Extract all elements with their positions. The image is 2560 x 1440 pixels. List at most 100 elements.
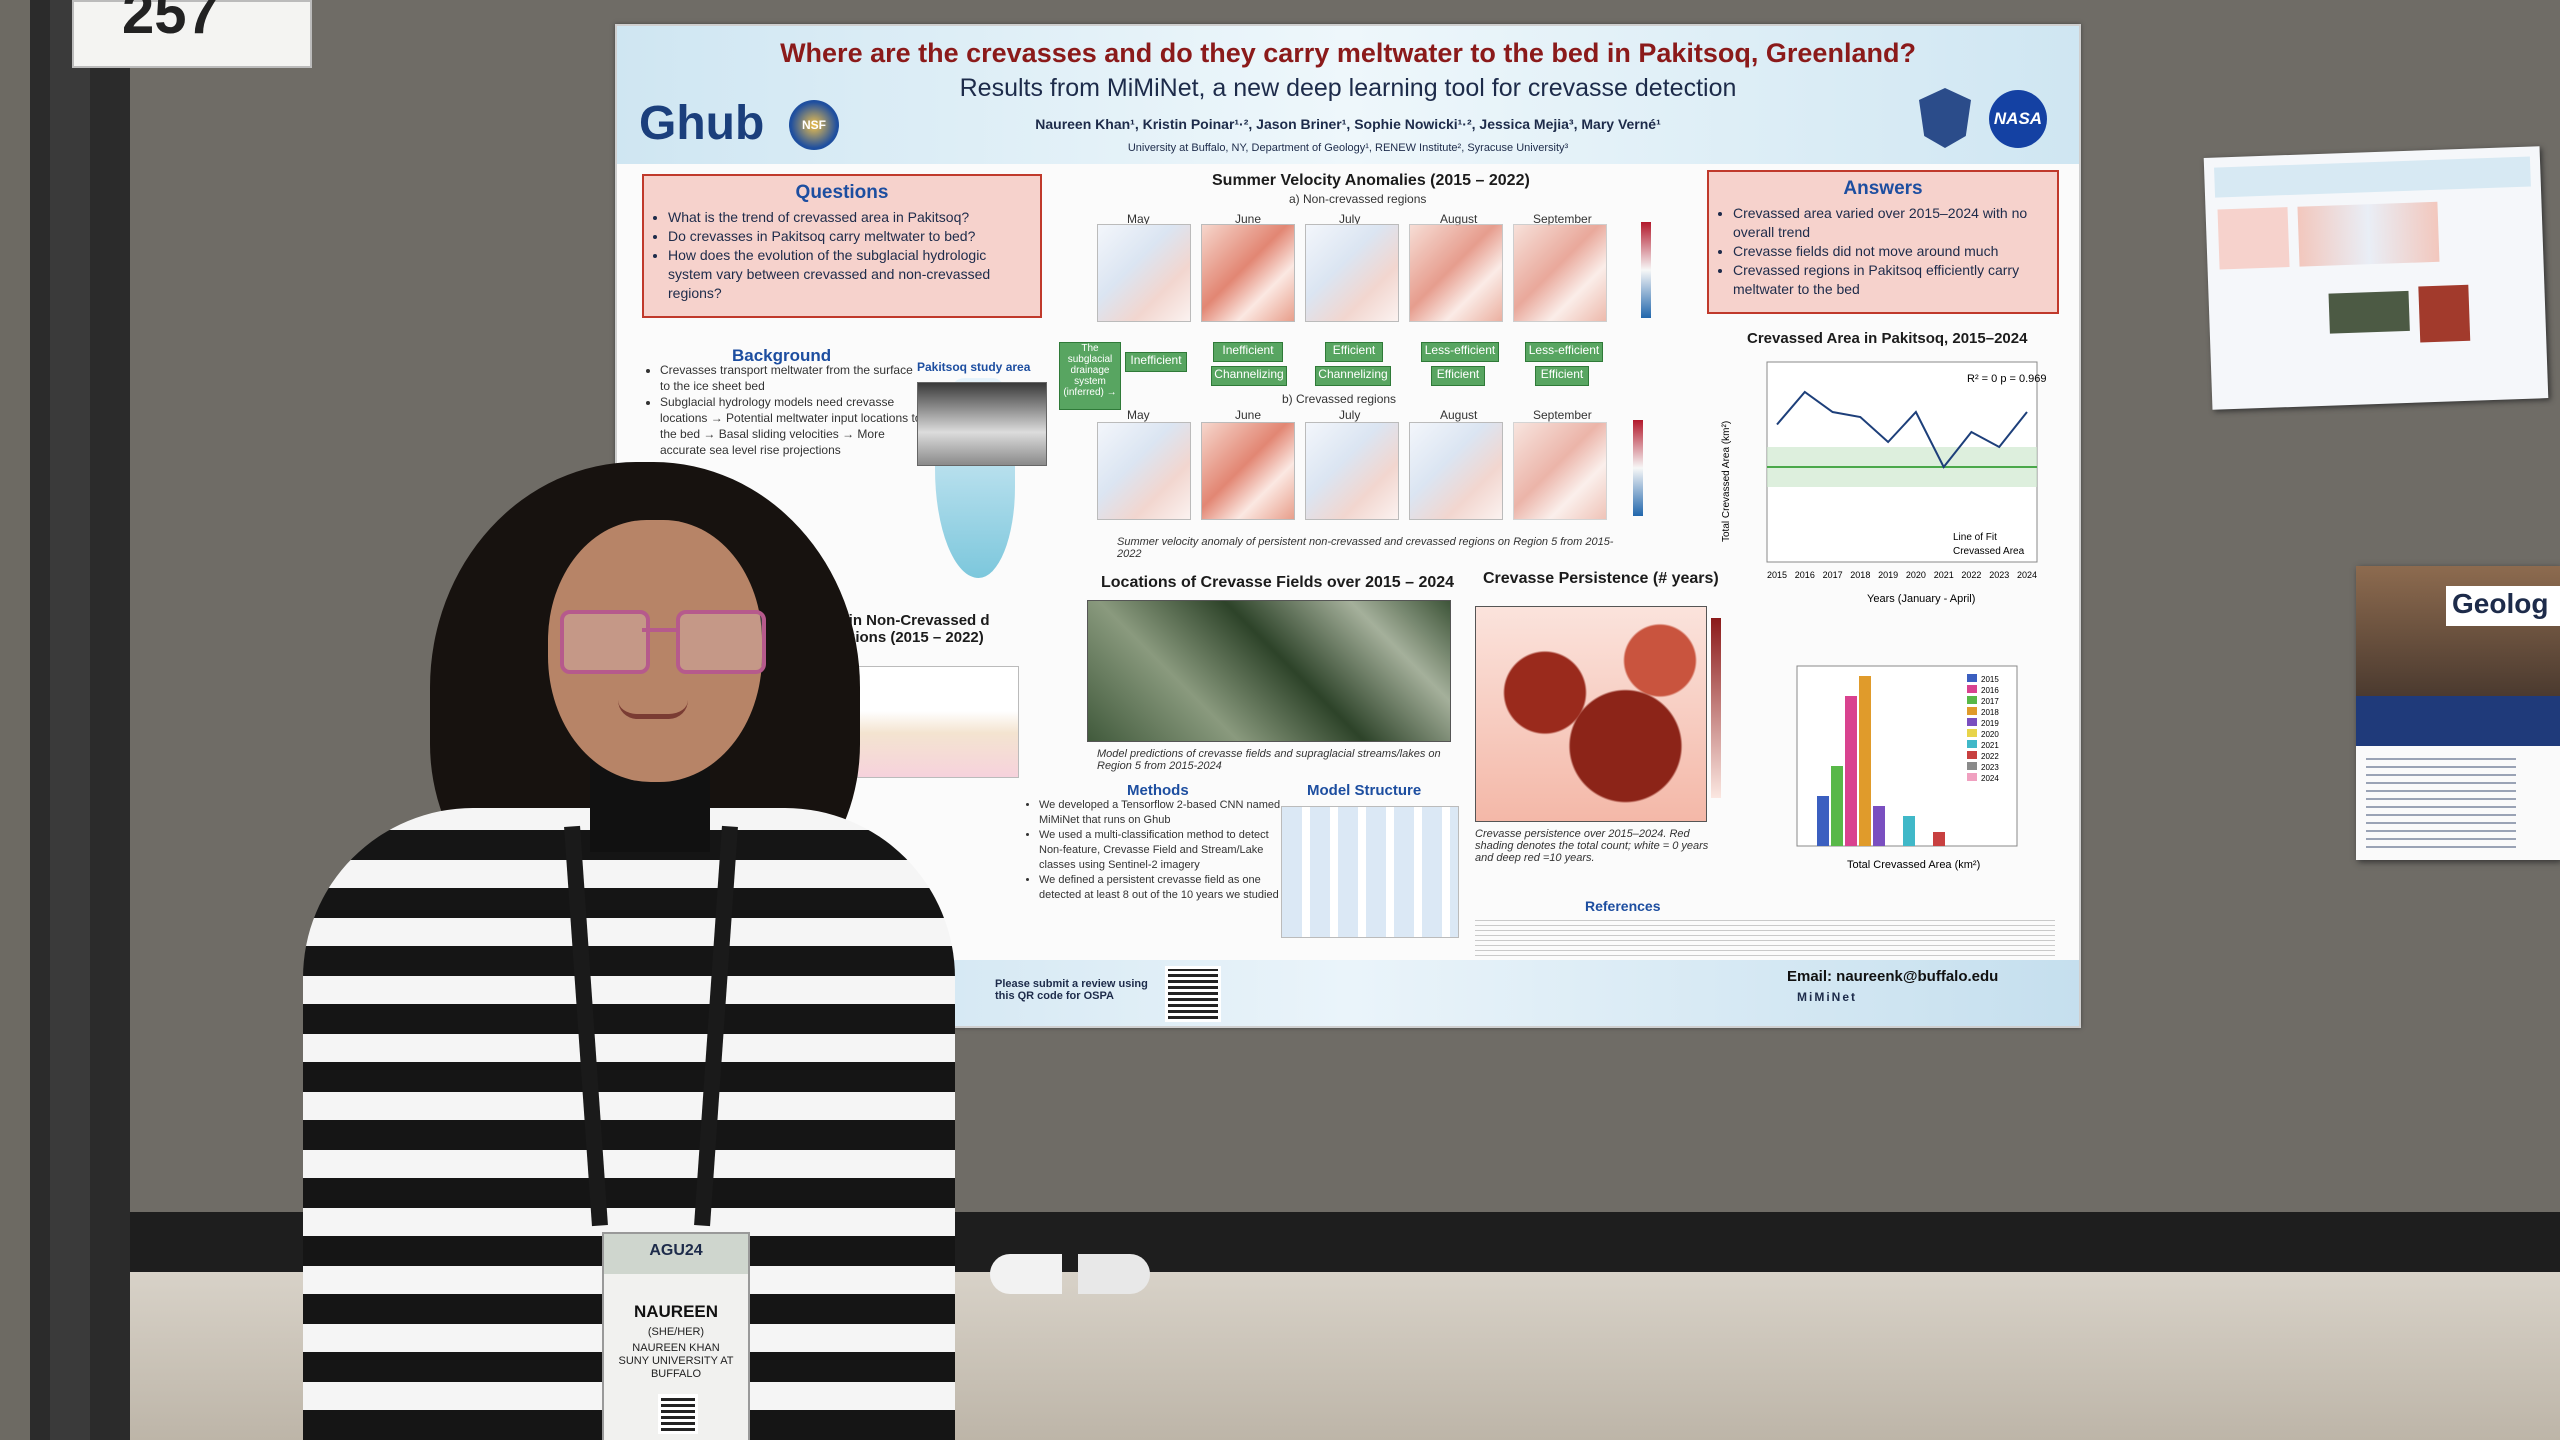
handout-box <box>2217 207 2290 270</box>
crevasse-locations-imagery <box>1087 600 1451 742</box>
poster-affiliations: University at Buffalo, NY, Department of… <box>1127 142 1569 154</box>
drainage-state-b: Efficient <box>1535 366 1589 386</box>
answers-box: Answers Crevassed area varied over 2015–… <box>1707 170 2059 314</box>
board-pole-inner <box>50 0 90 1440</box>
area-stats: R² = 0 p = 0.969 <box>1967 373 2047 385</box>
hist-legend-swatch <box>1967 674 1977 682</box>
review-qr-code <box>1165 966 1221 1022</box>
velocity-colorbar <box>1633 420 1643 516</box>
handout-maps <box>2297 201 2440 267</box>
velocity-map <box>1305 224 1399 322</box>
drainage-state-a: Inefficient <box>1125 352 1187 372</box>
drainage-state-b: Channelizing <box>1315 366 1391 386</box>
hist-legend-label: 2022 <box>1981 752 1999 761</box>
answers-heading: Answers <box>1843 178 1923 199</box>
drainage-state-a: Less-efficient <box>1525 342 1603 362</box>
hist-xlabel: Total Crevassed Area (km²) <box>1847 859 1980 871</box>
hist-legend-swatch <box>1967 685 1977 693</box>
answer-item: Crevasse fields did not move around much <box>1733 242 2047 261</box>
references-text <box>1475 918 2055 956</box>
glasses-left-lens <box>560 610 650 674</box>
badge-name: NAUREEN <box>633 1302 719 1321</box>
references-heading: References <box>1585 898 1661 914</box>
area-x-ticks: 2015 2016 2017 2018 2019 2020 2021 2022 2023 2024 <box>1767 570 2037 580</box>
hist-legend-swatch <box>1967 762 1977 770</box>
hist-legend-swatch <box>1967 729 1977 737</box>
handout-header <box>2214 156 2531 198</box>
hist-legend: 2015 2016 2017 2018 2019 2020 2021 2022 2023 2024 <box>1967 674 1999 783</box>
answer-item: Crevassed regions in Pakitsoq efficientl… <box>1733 261 2047 299</box>
area-ylabel: Total Crevassed Area (km²) <box>1721 421 1732 542</box>
miminet-logo: MiMiNet <box>1797 990 1857 1004</box>
questions-box: Questions What is the trend of crevassed… <box>642 174 1042 318</box>
methods-item: We used a multi-classification method to… <box>1039 828 1289 873</box>
month-label: August <box>1440 212 1478 226</box>
hist-legend-swatch <box>1967 773 1977 781</box>
velocity-caption: Summer velocity anomaly of persistent no… <box>1117 536 1614 560</box>
poster-subtitle: Results from MiMiNet, a new deep learnin… <box>959 74 1737 102</box>
hist-legend-swatch <box>1967 707 1977 715</box>
flyer-band <box>2356 696 2560 746</box>
month-label: July <box>1339 212 1361 226</box>
person-smile <box>618 700 688 719</box>
methods-list: We developed a Tensorflow 2-based CNN na… <box>1021 798 1289 903</box>
background-heading: Background <box>732 346 832 365</box>
model-structure-heading: Model Structure <box>1307 782 1422 799</box>
handout-imagery <box>2328 290 2410 334</box>
hist-legend-swatch <box>1967 696 1977 704</box>
velocity-colorbar <box>1641 222 1651 318</box>
drainage-state-a: Less-efficient <box>1421 342 1499 362</box>
noncrevassed-heading: ed in Non-Crevassed d Regions (2015 – 20… <box>827 612 990 646</box>
area-x-tick: 2016 <box>1795 570 1815 580</box>
drainage-label: The subglacial drainage system (inferred… <box>1059 342 1121 410</box>
month-label: August <box>1440 408 1478 422</box>
persistence-caption: Crevasse persistence over 2015–2024. Red… <box>1475 828 1709 864</box>
question-item: Do crevasses in Pakitsoq carry meltwater… <box>668 227 1030 246</box>
booth-number: 257 <box>122 0 219 46</box>
velocity-map <box>1097 224 1191 322</box>
velocity-row-a-label: a) Non-crevassed regions <box>1289 192 1427 206</box>
badge-top-band <box>604 1234 748 1274</box>
hist-bar <box>1831 766 1843 846</box>
methods-item: We defined a persistent crevasse field a… <box>1039 873 1289 903</box>
poster-handout <box>2203 146 2549 410</box>
hist-legend-label: 2018 <box>1981 708 1999 717</box>
methods-heading: Methods <box>1127 782 1189 799</box>
drainage-state-a: Efficient <box>1325 342 1383 362</box>
velocity-map <box>1097 422 1191 520</box>
poster-header <box>617 26 2079 164</box>
month-label: June <box>1235 408 1262 422</box>
area-x-tick: 2019 <box>1878 570 1898 580</box>
questions-list: What is the trend of crevassed area in P… <box>644 208 1040 303</box>
drainage-state-b: Efficient <box>1431 366 1485 386</box>
passerby-shoes <box>990 1254 1150 1294</box>
question-item: What is the trend of crevassed area in P… <box>668 208 1030 227</box>
booth-number-sign: 257 <box>72 0 312 68</box>
badge-org: NAUREEN KHAN SUNY UNIVERSITY AT BUFFALO <box>618 1342 734 1380</box>
month-label: September <box>1533 408 1592 422</box>
hist-bar <box>1859 676 1871 846</box>
review-note: Please submit a review using this QR cod… <box>995 978 1148 1002</box>
hist-bar <box>1873 806 1885 846</box>
hist-legend-label: 2017 <box>1981 697 1999 706</box>
velocity-row-b-label: b) Crevassed regions <box>1282 392 1397 406</box>
hist-bar <box>1903 816 1915 846</box>
area-x-tick: 2021 <box>1934 570 1954 580</box>
velocity-map <box>1409 224 1503 322</box>
persistence-colorbar <box>1711 618 1721 798</box>
area-x-tick: 2024 <box>2017 570 2037 580</box>
noncrevassed-chart <box>857 666 1019 778</box>
month-label: May <box>1127 408 1150 422</box>
flyer-text <box>2366 758 2516 848</box>
month-label: May <box>1127 212 1150 226</box>
questions-heading: Questions <box>795 182 889 203</box>
study-area-inset <box>917 382 1047 466</box>
area-x-tick: 2015 <box>1767 570 1787 580</box>
hist-bar <box>1845 696 1857 846</box>
month-label: July <box>1339 408 1361 422</box>
crevassed-area-histogram: 2015 2016 2017 2018 2019 2020 2021 2022 2023 2024… <box>1796 665 2018 871</box>
velocity-map <box>1409 422 1503 520</box>
month-label: June <box>1235 212 1262 226</box>
area-series-line <box>1776 390 2028 469</box>
